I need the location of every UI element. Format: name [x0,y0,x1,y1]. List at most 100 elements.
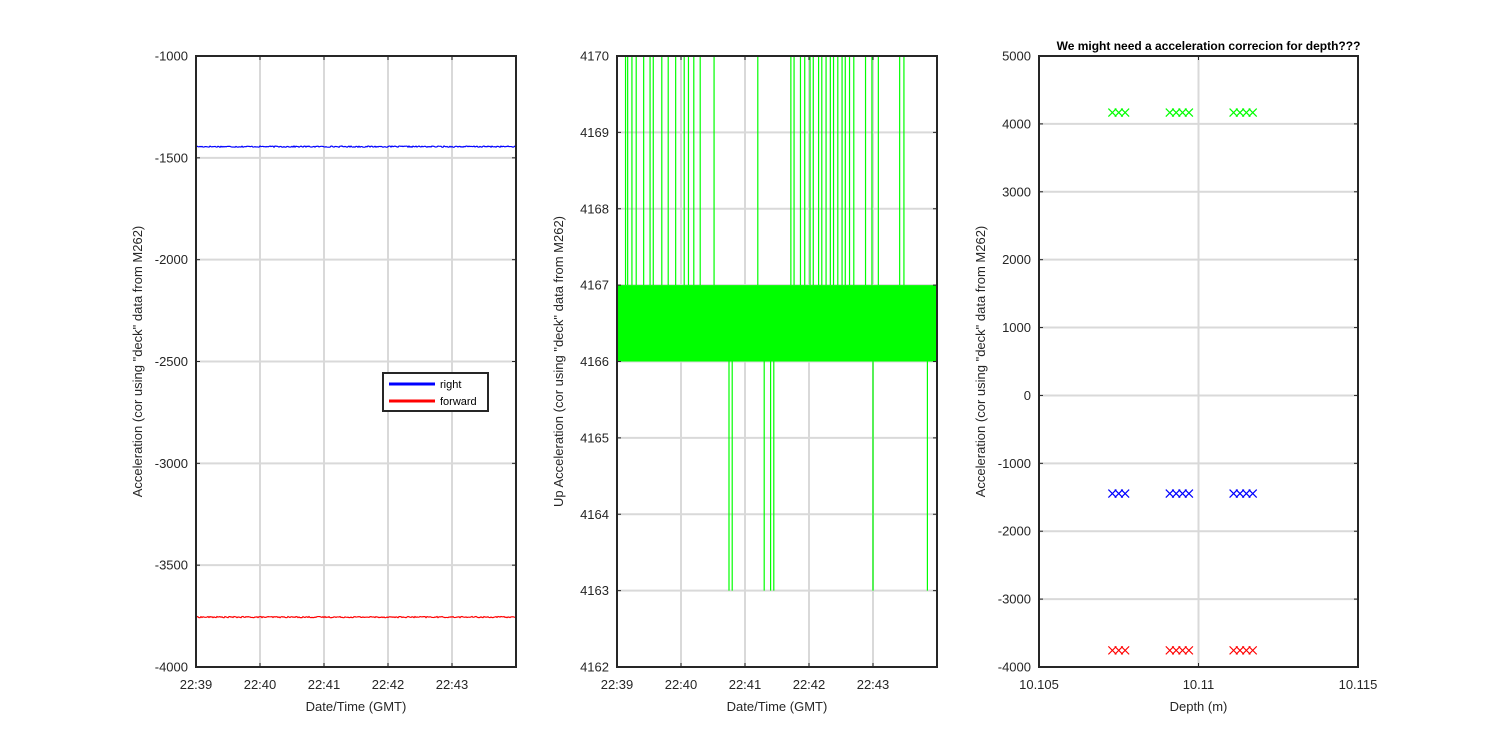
y-tick-label: 4166 [580,354,609,369]
scatter-point-blue [1229,489,1239,498]
scatter-point-red [1114,645,1124,655]
x-tick-label: 22:40 [665,677,698,692]
tick-layer: -1000 -1500 -2000 -2500 -3000 -3500 -4000 22:39… [155,49,516,692]
chart-title: We might need a acceleration correcion f… [1057,39,1361,53]
scatter-point-green [1171,108,1181,117]
scatter-point-red [1248,645,1258,655]
scatter-point-red [1229,645,1239,655]
scatter-point-green [1248,108,1258,117]
series-line-forward [195,615,517,619]
scatter-point-blue [1248,489,1258,498]
scatter-point-blue [1114,489,1124,498]
x-tick-label: 22:39 [180,677,213,692]
x-tick-label: 22:41 [308,677,341,692]
series-line-right [195,145,517,149]
scatter-point-red [1184,645,1194,655]
y-tick-label: 4165 [580,430,609,445]
series-band [616,285,938,362]
y-tick-label: -2000 [155,252,188,267]
scatter-point-blue [1184,489,1194,498]
y-tick-label: -3000 [998,592,1031,607]
y-tick-label: 0 [1024,388,1031,403]
panel-right: 5000 4000 3000 2000 1000 0 -1000 -2000 -3000 -400… [973,39,1377,714]
axes-frame [195,55,517,668]
scatter-point-green [1235,108,1245,117]
series-layer [195,145,517,619]
scatter-point-red [1235,645,1245,655]
y-tick-label: 4000 [1002,116,1031,131]
scatter-point-blue [1171,489,1181,498]
series-layer [616,56,938,591]
scatter-point-blue [1241,489,1251,498]
scatter-point-red [1165,645,1175,655]
y-tick-label: 1000 [1002,320,1031,335]
y-tick-label: 4168 [580,201,609,216]
y-tick-label: -3000 [155,456,188,471]
x-tick-label: 22:39 [601,677,634,692]
x-axis-label: Depth (m) [1170,699,1228,714]
scatter-point-blue [1165,489,1175,498]
y-axis-label: Acceleration (cor using "deck" data from… [973,226,988,498]
grid-lines [195,55,516,668]
y-tick-label: -1000 [998,456,1031,471]
legend-label-forward: forward [440,396,477,408]
x-axis-label: Date/Time (GMT) [727,699,828,714]
panel-middle: 4170 4169 4168 4167 4166 4165 4164 4163 4162 22:3… [551,49,938,714]
y-tick-label: 3000 [1002,184,1031,199]
tick-layer: 4170 4169 4168 4167 4166 4165 4164 4163 4162 22:3… [580,49,937,692]
y-tick-label: 4164 [580,507,609,522]
scatter-point-green [1107,108,1117,117]
scatter-point-green [1165,108,1175,117]
y-tick-label: 4169 [580,125,609,140]
y-axis-label: Up Acceleration (cor using "deck" data f… [551,216,566,507]
y-tick-label: -2000 [998,524,1031,539]
scatter-point-red [1107,645,1117,655]
y-tick-label: 4162 [580,660,609,675]
tick-layer: 5000 4000 3000 2000 1000 0 -1000 -2000 -3000 -400… [998,49,1378,693]
y-tick-label: 4167 [580,278,609,293]
x-tick-label: 22:43 [857,677,890,692]
x-tick-label: 10.115 [1339,677,1378,692]
y-tick-label: -4000 [998,660,1031,675]
x-tick-label: 22:40 [244,677,277,692]
y-tick-label: 5000 [1002,49,1031,64]
x-tick-label: 10.105 [1019,677,1059,692]
y-tick-label: -3500 [155,558,188,573]
scatter-point-green [1184,108,1194,117]
scatter-point-blue [1120,489,1130,498]
x-tick-label: 22:43 [436,677,469,692]
y-axis-label: Acceleration (cor using "deck" data from… [130,226,145,498]
y-tick-label: -2500 [155,354,188,369]
scatter-point-red [1241,645,1251,655]
scatter-point-green [1229,108,1239,117]
x-tick-label: 10.11 [1183,677,1215,692]
x-axis-label: Date/Time (GMT) [306,699,407,714]
scatter-point-blue [1235,489,1245,498]
y-tick-label: 2000 [1002,252,1031,267]
scatter-point-green [1241,108,1251,117]
series-layer [1107,108,1258,655]
y-tick-label: 4163 [580,583,609,598]
scatter-point-red [1120,645,1130,655]
y-tick-label: -1000 [155,49,188,64]
x-tick-label: 22:42 [793,677,826,692]
x-tick-label: 22:42 [372,677,405,692]
y-tick-label: -4000 [155,660,188,675]
legend-box [382,372,489,412]
panel-left: -1000 -1500 -2000 -2500 -3000 -3500 -4000 22:39… [130,49,517,714]
axes-frame [1038,55,1359,668]
legend-label-right: right [440,379,461,391]
axes-frame [616,55,938,668]
scatter-point-green [1178,108,1187,117]
scatter-point-blue [1107,489,1117,498]
scatter-point-blue [1178,489,1187,498]
scatter-point-red [1171,645,1181,655]
scatter-point-green [1114,108,1124,117]
legend: right forward [382,372,489,412]
y-tick-label: 4170 [580,49,609,64]
x-tick-label: 22:41 [729,677,762,692]
scatter-point-green [1120,108,1130,117]
y-tick-label: -1500 [155,150,188,165]
